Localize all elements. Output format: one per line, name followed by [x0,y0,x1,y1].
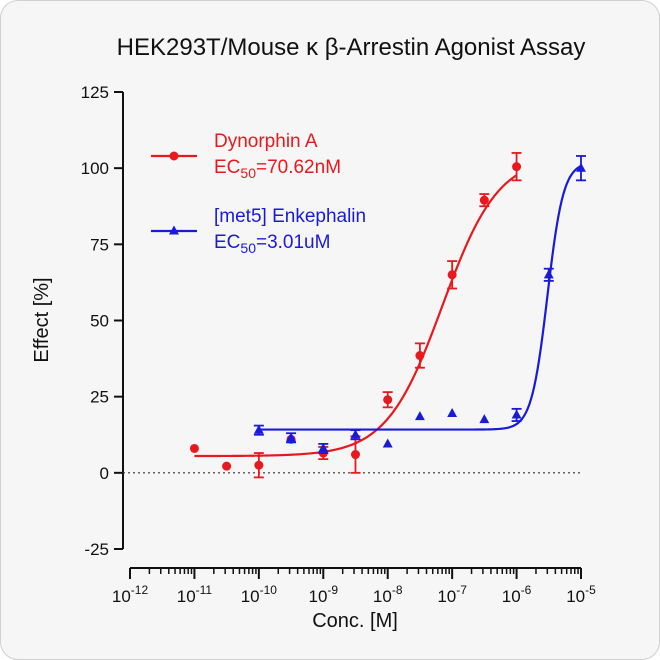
data-point-circle [350,450,360,460]
data-point-circle [383,395,393,405]
legend-ec50: EC50=70.62nM [214,157,341,181]
x-tick-label: 10-9 [308,583,338,606]
data-point-triangle [447,408,458,418]
data-point-circle [479,195,489,205]
data-point-circle [254,460,264,470]
y-tick-label: 125 [81,83,109,102]
data-point-triangle [479,414,490,424]
data-point-triangle [414,411,425,421]
data-point-triangle [576,162,586,172]
x-tick-label: 10-6 [502,583,532,606]
data-point-triangle [382,438,393,448]
data-point-triangle [318,443,329,453]
x-tick-label: 10-8 [373,583,403,606]
legend: Dynorphin A EC50=70.62nM [met5] Enkephalin… [151,131,366,256]
x-tick-label: 10-10 [241,583,278,606]
data-point-triangle [286,432,297,442]
data-point-triangle [511,409,522,419]
data-point-triangle [543,269,554,279]
legend-ec50: EC50=3.01uM [214,232,330,256]
axes: -25 0 25 50 75 100 125 10-12 10-11 10-10 10-9 10-8 1… [81,83,596,606]
y-tick-label: -25 [84,540,109,559]
data-point-circle [447,270,457,280]
data-point-circle [222,461,232,471]
chart-title: HEK293T/Mouse κ β-Arrestin Agonist Assay [117,34,586,61]
x-axis-label: Conc. [M] [312,610,398,632]
y-axis-label: Effect [%] [31,277,53,362]
x-tick-label: 10-7 [437,583,467,606]
x-tick-label: 10-12 [112,583,149,606]
data-point-circle [189,443,199,453]
data-points [189,152,586,479]
legend-marker-circle [169,151,179,161]
data-point-circle [415,351,425,361]
legend-marker-triangle [169,225,179,235]
fit-curve-series-1 [258,165,582,431]
y-tick-label: 25 [90,388,109,407]
legend-series-name: [met5] Enkephalin [214,206,366,227]
data-point-triangle [350,429,361,439]
y-tick-label: 100 [81,159,109,178]
x-tick-label: 10-11 [177,583,213,606]
data-point-circle [512,162,522,172]
y-tick-label: 50 [90,312,109,331]
y-tick-label: 75 [90,235,109,254]
legend-series-name: Dynorphin A [214,131,318,152]
x-tick-label: 10-5 [566,583,596,606]
y-tick-label: 0 [100,464,109,483]
data-point-triangle [253,424,264,434]
